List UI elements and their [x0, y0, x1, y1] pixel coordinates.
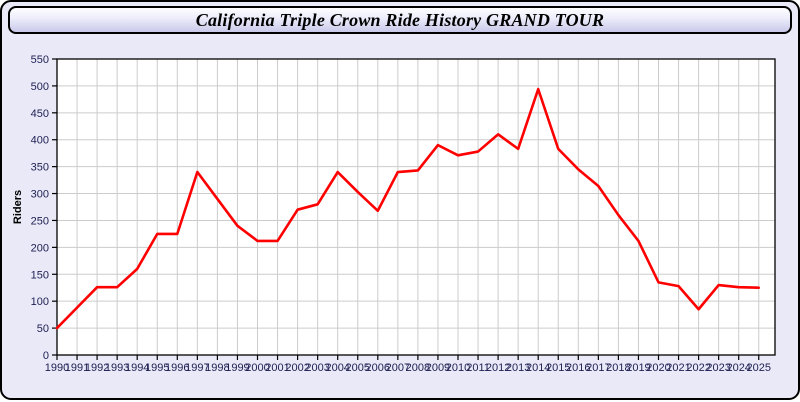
- x-tick-label: 2011: [466, 362, 490, 374]
- y-tick-label: 0: [43, 350, 49, 362]
- series-line-riders: [55, 87, 761, 330]
- x-tick-label: 2012: [486, 362, 510, 374]
- y-tick-label: 550: [31, 54, 49, 66]
- x-tick-label: 2002: [285, 362, 309, 374]
- x-tick-label: 2000: [245, 362, 269, 374]
- x-tick-label: 2010: [446, 362, 470, 374]
- x-tick-label: 2009: [426, 362, 450, 374]
- x-tick-label: 2006: [366, 362, 390, 374]
- x-tick-label: 2021: [666, 362, 690, 374]
- x-tick-label: 2015: [546, 362, 570, 374]
- x-tick-label: 2003: [305, 362, 329, 374]
- chart-title: California Triple Crown Ride History GRA…: [195, 9, 605, 30]
- x-tick-label: 1994: [125, 362, 149, 374]
- x-tick-label: 2022: [686, 362, 710, 374]
- x-tick-label: 1996: [165, 362, 189, 374]
- x-tick-label: 1993: [105, 362, 129, 374]
- y-tick-label: 400: [31, 135, 49, 147]
- x-tick-label: 2019: [626, 362, 650, 374]
- y-tick-label: 450: [31, 108, 49, 120]
- x-tick-label: 2014: [526, 362, 550, 374]
- y-axis-title: Riders: [12, 190, 24, 224]
- x-tick-label: 1999: [225, 362, 249, 374]
- x-tick-label: 2017: [586, 362, 610, 374]
- x-tick-label: 1995: [145, 362, 169, 374]
- x-tick-label: 2020: [646, 362, 670, 374]
- x-tick-label: 1992: [85, 362, 109, 374]
- y-tick-label: 150: [31, 269, 49, 281]
- x-tick-label: 1991: [65, 362, 89, 374]
- y-tick-label: 350: [31, 162, 49, 174]
- y-tick-label: 200: [31, 242, 49, 254]
- x-tick-label: 1990: [45, 362, 69, 374]
- x-tick-label: 2001: [265, 362, 289, 374]
- y-tick-label: 250: [31, 215, 49, 227]
- x-tick-label: 2004: [325, 362, 349, 374]
- x-tick-label: 2005: [346, 362, 370, 374]
- y-tick-label: 300: [31, 189, 49, 201]
- y-tick-label: 50: [37, 323, 49, 335]
- x-tick-label: 2013: [506, 362, 530, 374]
- plot-border: [56, 58, 776, 356]
- x-tick-label: 1997: [185, 362, 209, 374]
- x-tick-label: 1998: [205, 362, 229, 374]
- x-tick-label: 2023: [706, 362, 730, 374]
- x-tick-label: 2024: [726, 362, 750, 374]
- x-tick-label: 2008: [406, 362, 430, 374]
- x-tick-label: 2025: [747, 362, 771, 374]
- y-tick-label: 500: [31, 81, 49, 93]
- x-tick-label: 2018: [606, 362, 630, 374]
- y-tick-label: 100: [31, 296, 49, 308]
- chart-title-bar: California Triple Crown Ride History GRA…: [8, 6, 792, 34]
- x-tick-label: 2016: [566, 362, 590, 374]
- x-tick-label: 2007: [386, 362, 410, 374]
- plot-area: [57, 59, 775, 355]
